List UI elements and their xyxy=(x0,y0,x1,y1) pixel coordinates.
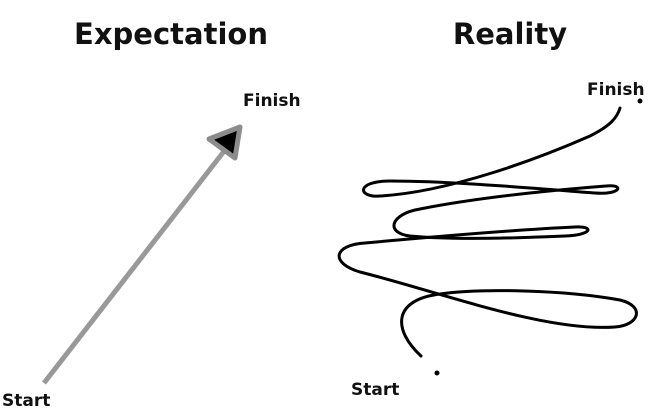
reality-start-label: Start xyxy=(351,380,399,400)
expectation-finish-label: Finish xyxy=(243,91,301,111)
expectation-arrow-shaft xyxy=(42,148,227,385)
reality-finish-dot xyxy=(637,98,643,104)
reality-title: Reality xyxy=(453,17,567,51)
expectation-panel: Expectation Finish Start xyxy=(2,17,301,411)
reality-panel: Reality Finish Start xyxy=(337,17,645,400)
reality-start-dot xyxy=(434,370,440,376)
reality-finish-label: Finish xyxy=(587,80,645,100)
expectation-arrow-head xyxy=(206,124,243,161)
expectation-title: Expectation xyxy=(74,17,268,51)
expectation-start-label: Start xyxy=(2,391,50,411)
reality-scribble-path xyxy=(337,106,638,358)
